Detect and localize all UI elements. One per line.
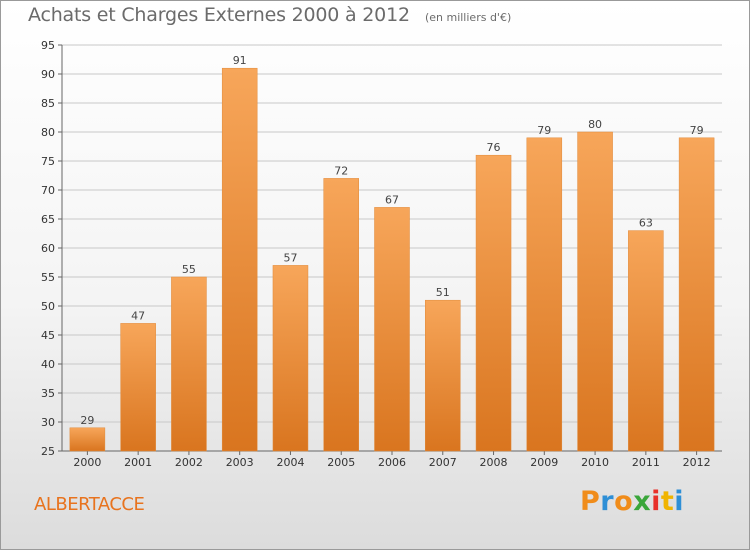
data-label: 63 [639,217,653,230]
logo-letter: i [674,486,685,517]
proxiti-logo: Proxiti [580,486,684,517]
x-tick-label: 2008 [480,456,508,469]
y-tick-label: 70 [41,184,55,197]
x-tick-label: 2001 [124,456,152,469]
y-tick-label: 80 [41,126,55,139]
title-row: Achats et Charges Externes 2000 à 2012 (… [28,4,511,26]
logo-letter: o [614,486,634,517]
x-tick-label: 2009 [530,456,558,469]
x-tick-label: 2007 [429,456,457,469]
data-label: 80 [588,118,602,131]
bar-2005 [323,178,359,452]
data-label: 79 [537,124,551,137]
x-tick-label: 2003 [226,456,254,469]
x-tick-label: 2002 [175,456,203,469]
labels: 25 30 35 40 45 50 55 60 65 70 75 80 85 90 95 2000 29 2001… [41,39,711,469]
logo-letter: i [651,486,661,517]
x-tick-label: 2012 [683,456,711,469]
x-tick-label: 2006 [378,456,406,469]
bar-2007 [425,299,461,452]
bar-2012 [678,137,715,452]
y-tick-label: 90 [41,68,55,81]
data-label: 57 [283,251,297,264]
data-label: 91 [233,54,247,67]
bar-2006 [374,207,410,452]
y-tick-label: 30 [41,416,55,429]
bar-2009 [526,137,563,452]
bar-2002 [171,276,207,452]
y-tick-label: 95 [41,39,55,52]
y-tick-label: 25 [41,445,55,458]
bar-2008 [475,154,512,452]
bar-2000 [69,427,106,452]
data-label: 67 [385,193,399,206]
x-tick-label: 2005 [327,456,355,469]
bar-2001 [120,323,156,452]
data-label: 55 [182,263,196,276]
y-tick-label: 85 [41,97,55,110]
x-tick-label: 2011 [632,456,660,469]
y-tick-label: 50 [41,300,55,313]
y-tick-label: 60 [41,242,55,255]
y-tick-label: 55 [41,271,55,284]
data-label: 29 [80,414,94,427]
bar-2010 [577,131,613,452]
data-label: 79 [690,124,704,137]
bars [69,67,715,452]
chart-title: Achats et Charges Externes 2000 à 2012 [28,4,410,26]
data-label: 51 [436,286,450,299]
bar-2004 [272,265,309,452]
logo-letter: P [580,486,601,517]
logo-letter: r [600,486,615,517]
data-label: 72 [334,164,348,177]
y-tick-label: 75 [41,155,55,168]
bar-2003 [221,67,258,452]
data-label: 76 [487,141,501,154]
commune-name: ALBERTACCE [34,494,145,515]
y-tick-label: 40 [41,358,55,371]
x-tick-label: 2000 [73,456,101,469]
y-tick-label: 35 [41,387,55,400]
x-tick-label: 2004 [276,456,304,469]
y-tick-label: 45 [41,329,55,342]
x-tick-label: 2010 [581,456,609,469]
data-label: 47 [131,309,145,322]
logo-letter: x [633,486,652,517]
logo-letter: t [660,486,675,517]
y-tick-label: 65 [41,213,55,226]
chart-unit: (en milliers d'€) [424,11,512,24]
bar-2011 [628,230,664,452]
